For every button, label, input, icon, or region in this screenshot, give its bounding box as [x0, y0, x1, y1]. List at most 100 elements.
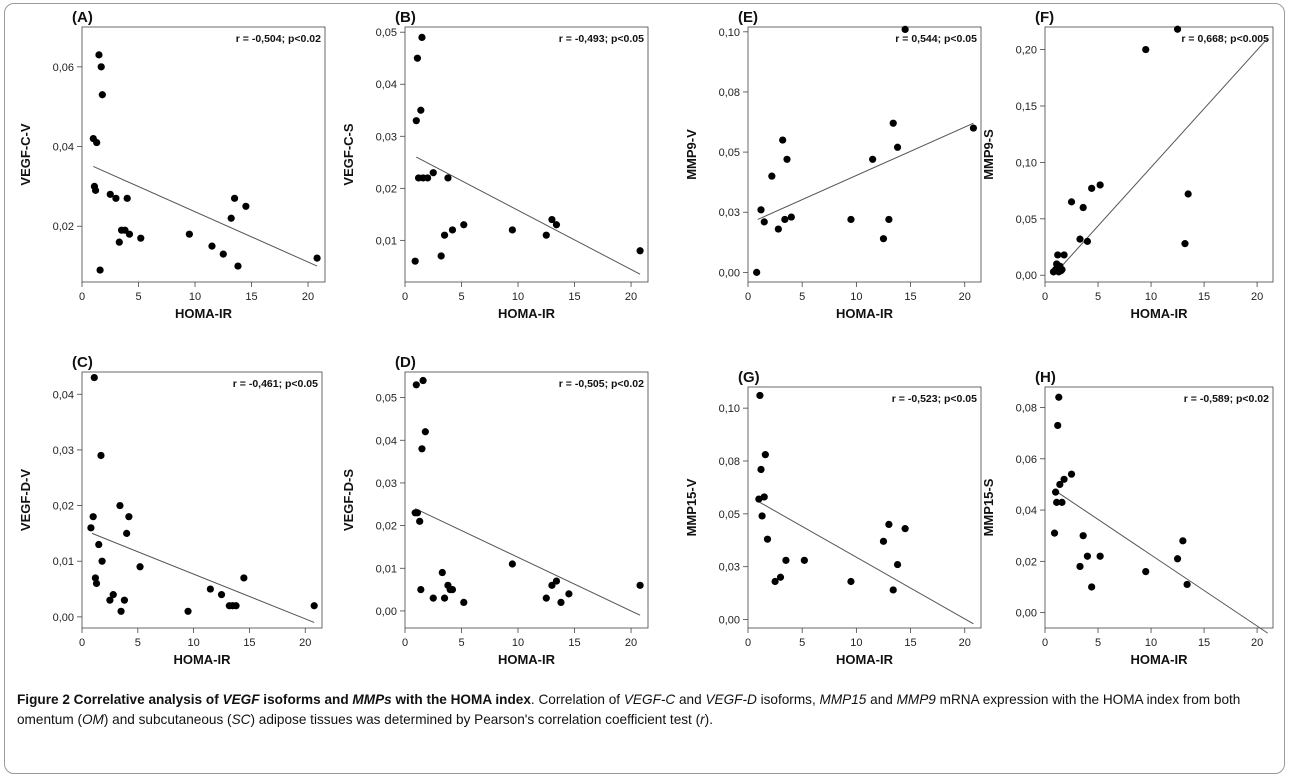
- data-point: [756, 391, 764, 400]
- y-tick-label: 0,05: [1016, 214, 1037, 226]
- x-axis-label: HOMA-IR: [1130, 306, 1188, 321]
- data-point: [123, 529, 131, 537]
- data-point: [98, 91, 106, 99]
- caption-body-run: ) adipose tissues was determined by Pear…: [250, 712, 701, 727]
- x-tick-label: 0: [1042, 291, 1048, 303]
- data-point: [800, 556, 808, 564]
- data-point: [411, 257, 419, 265]
- x-axis-label: HOMA-IR: [836, 652, 894, 667]
- y-tick-label: 0,00: [376, 606, 397, 618]
- data-point: [91, 186, 100, 194]
- correlation-annotation: r = -0,505; p<0.02: [559, 378, 644, 390]
- y-axis-label: VEGF-C-S: [341, 123, 356, 185]
- y-tick-label: 0,05: [719, 147, 740, 159]
- data-point: [448, 586, 457, 594]
- x-axis-label: HOMA-IR: [836, 306, 894, 321]
- caption-title-run: VEGF: [222, 692, 260, 707]
- data-point: [1060, 251, 1068, 259]
- data-point: [136, 563, 144, 571]
- x-tick-label: 10: [1145, 637, 1157, 649]
- caption-title: Figure 2 Correlative analysis of VEGF is…: [17, 692, 531, 707]
- data-point: [893, 143, 902, 151]
- panel-label: (A): [72, 9, 93, 26]
- data-point: [869, 155, 877, 163]
- data-point: [1054, 421, 1062, 430]
- data-point: [1083, 552, 1092, 560]
- caption-body-run: r: [700, 712, 705, 727]
- x-tick-label: 10: [512, 291, 524, 303]
- caption-body-run: MMP9: [896, 692, 936, 707]
- data-point: [1058, 265, 1066, 274]
- data-point: [232, 602, 240, 610]
- y-axis-label: MMP9-V: [684, 129, 699, 180]
- data-point: [313, 254, 321, 262]
- data-point: [123, 194, 131, 202]
- data-point: [1056, 480, 1064, 489]
- y-tick-label: 0,08: [1016, 403, 1037, 415]
- data-point: [444, 174, 452, 182]
- caption-title-run: with the HOMA index: [391, 692, 531, 707]
- data-point: [1053, 498, 1061, 506]
- y-tick-label: 0,00: [1016, 270, 1037, 282]
- y-tick-label: 0,10: [719, 27, 740, 39]
- y-tick-label: 0,03: [719, 562, 740, 574]
- data-point: [1183, 580, 1191, 589]
- data-point: [106, 596, 114, 604]
- correlation-annotation: r = -0,461; p<0.05: [233, 378, 318, 390]
- data-point: [448, 226, 457, 234]
- data-point: [413, 509, 422, 517]
- caption-body: . Correlation of VEGF-C and VEGF-D isofo…: [17, 692, 1240, 727]
- data-point: [761, 451, 769, 459]
- panel-label: (C): [72, 354, 93, 371]
- data-point: [1142, 45, 1150, 54]
- data-point: [120, 596, 129, 604]
- regression-line: [93, 165, 318, 267]
- y-tick-label: 0,02: [1016, 556, 1037, 568]
- caption-body-run: isoforms,: [756, 692, 820, 707]
- x-tick-label: 0: [745, 291, 751, 303]
- data-point: [760, 493, 768, 501]
- x-tick-label: 20: [1251, 291, 1263, 303]
- x-tick-label: 15: [1198, 637, 1210, 649]
- data-point: [91, 574, 99, 582]
- plot-frame: [81, 371, 323, 629]
- regression-line: [414, 508, 641, 616]
- y-tick-label: 0,02: [53, 501, 74, 513]
- x-tick-label: 5: [458, 637, 464, 649]
- regression-line: [1053, 489, 1268, 634]
- data-point: [95, 540, 103, 549]
- panel-label: (E): [738, 9, 758, 26]
- y-axis-label: VEGF-C-V: [18, 123, 33, 185]
- x-tick-label: 15: [1198, 291, 1210, 303]
- data-point: [310, 602, 318, 610]
- x-axis-label: HOMA-IR: [1130, 652, 1188, 667]
- plot-frame: [1044, 386, 1274, 629]
- data-point: [1083, 237, 1092, 245]
- y-tick-label: 0,15: [1016, 101, 1037, 113]
- data-point: [1142, 567, 1150, 576]
- data-point: [87, 524, 95, 532]
- data-point: [781, 215, 789, 224]
- x-axis-label: HOMA-IR: [498, 652, 556, 667]
- y-axis-label: VEGF-D-S: [341, 469, 356, 531]
- y-tick-label: 0,00: [53, 612, 74, 624]
- data-point: [1096, 552, 1104, 560]
- y-axis-label: MMP15-S: [981, 478, 996, 536]
- data-point: [125, 230, 134, 238]
- x-tick-label: 15: [568, 637, 580, 649]
- data-point: [1054, 251, 1062, 259]
- x-axis-label: HOMA-IR: [173, 652, 231, 667]
- data-point: [548, 215, 556, 224]
- caption-body-run: MMP15: [819, 692, 867, 707]
- data-point: [230, 194, 239, 202]
- data-point: [219, 250, 227, 258]
- data-point: [438, 568, 446, 577]
- data-point: [755, 495, 763, 503]
- x-tick-label: 10: [188, 637, 200, 649]
- y-tick-label: 0,04: [53, 142, 74, 154]
- caption-body-run: and: [866, 692, 897, 707]
- data-point: [137, 234, 145, 242]
- panel-label: (D): [395, 354, 416, 371]
- data-point: [776, 573, 785, 581]
- correlation-annotation: r = 0,544; p<0.05: [895, 33, 977, 45]
